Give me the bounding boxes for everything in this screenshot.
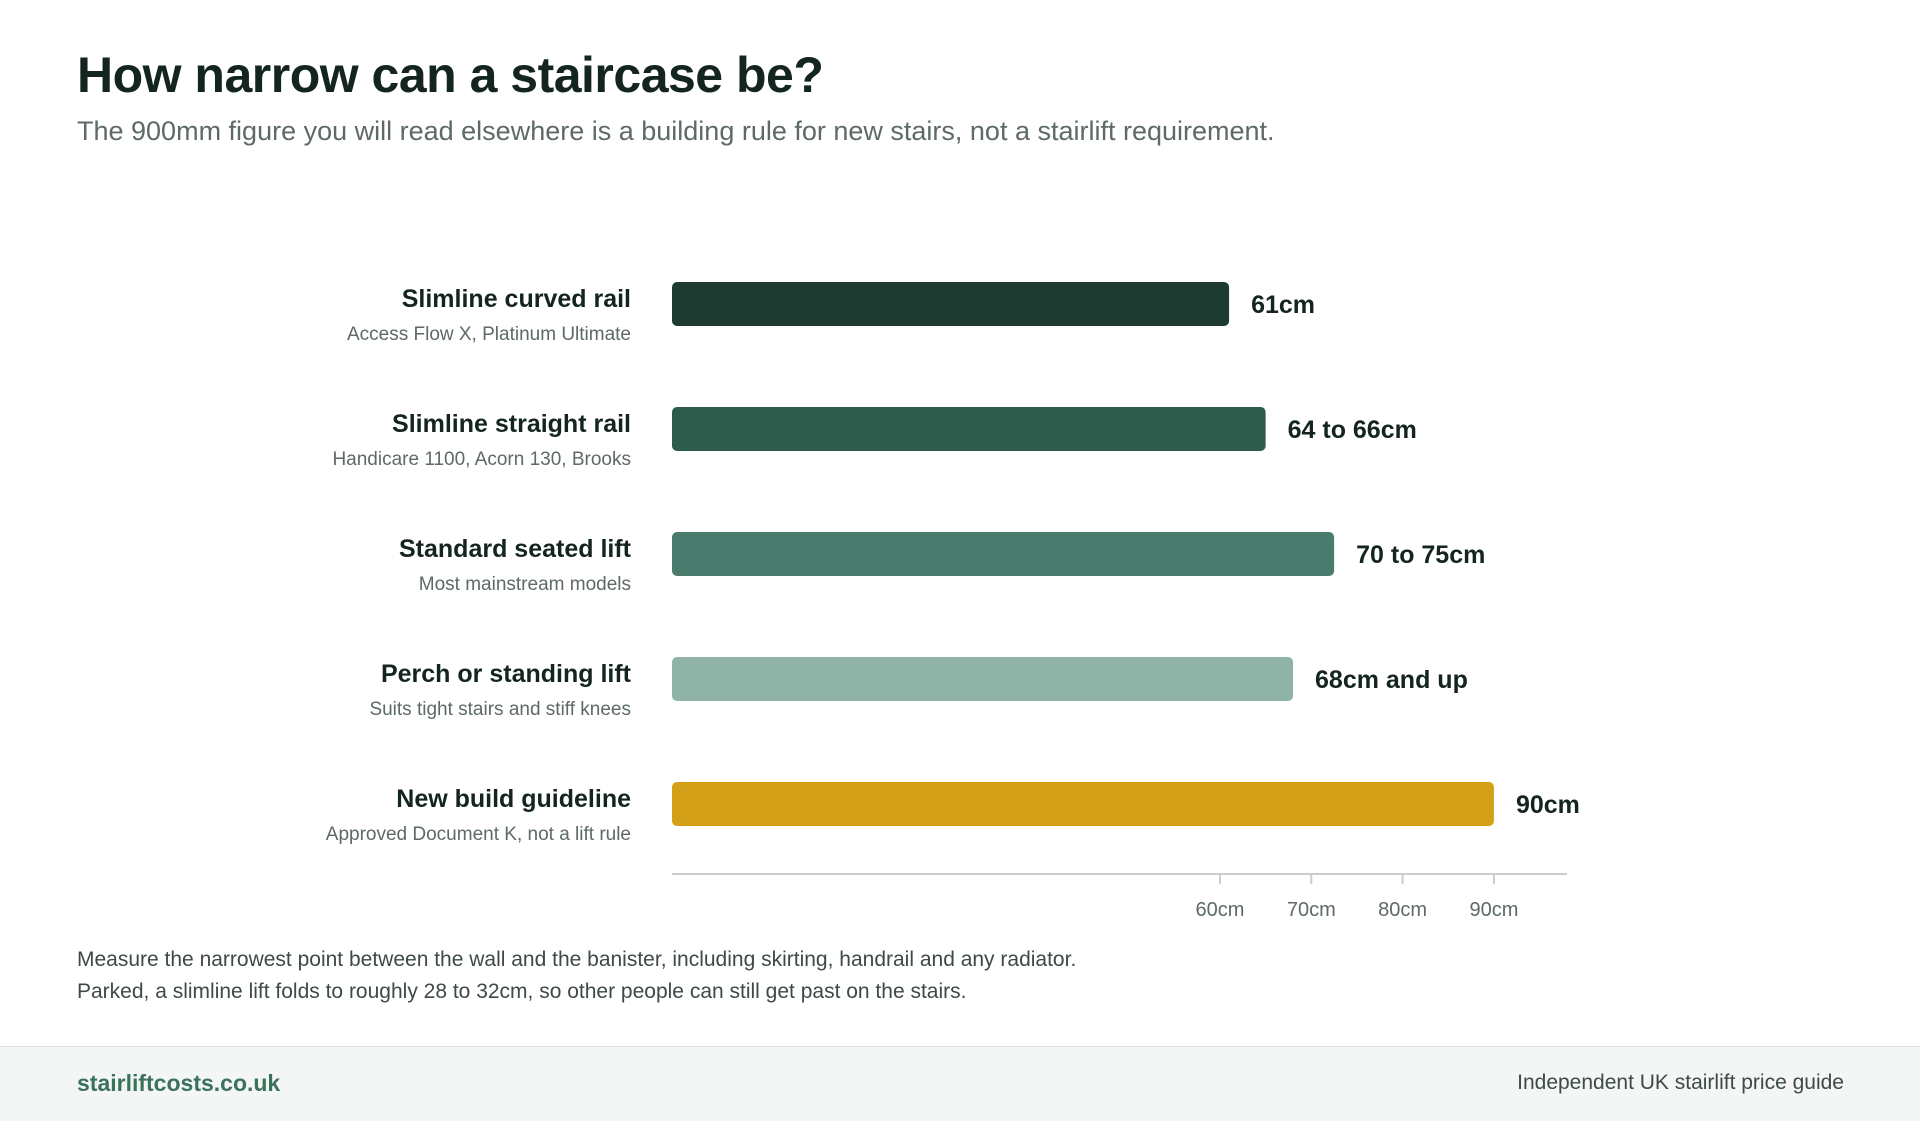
category-sublabel: Most mainstream models (419, 574, 631, 595)
category-sublabel: Handicare 1100, Acorn 130, Brooks (332, 449, 631, 470)
page-subtitle: The 900mm figure you will read elsewhere… (77, 116, 1275, 146)
category-label: Slimline curved rail (402, 285, 631, 313)
x-tick-label: 70cm (1287, 899, 1336, 921)
page-title: How narrow can a staircase be? (77, 47, 824, 103)
footer: stairliftcosts.co.uk Independent UK stai… (0, 1046, 1920, 1121)
note-measurement: Measure the narrowest point between the … (77, 948, 1077, 971)
category-sublabel: Approved Document K, not a lift rule (326, 824, 631, 845)
bar-chart: Slimline curved rail Access Flow X, Plati… (326, 282, 1580, 921)
bar-3 (672, 532, 1335, 576)
category-label: New build guideline (396, 785, 631, 813)
category-label: Perch or standing lift (381, 660, 632, 688)
footer-brand-link[interactable]: stairliftcosts.co.uk (77, 1070, 281, 1096)
bar-5 (672, 782, 1494, 826)
category-sublabel: Suits tight stairs and stiff knees (369, 699, 631, 720)
footer-tagline: Independent UK stairlift price guide (1517, 1071, 1844, 1094)
category-sublabel: Access Flow X, Platinum Ultimate (347, 324, 631, 345)
bar-1 (672, 282, 1230, 326)
chart-notes: Measure the narrowest point between the … (77, 944, 1076, 1008)
category-label: Standard seated lift (399, 535, 632, 563)
value-label: 70 to 75cm (1356, 541, 1485, 569)
value-label: 64 to 66cm (1288, 416, 1417, 444)
x-tick-label: 90cm (1469, 899, 1518, 921)
category-label: Slimline straight rail (392, 410, 631, 438)
bar-2 (672, 407, 1266, 451)
x-tick-label: 80cm (1378, 899, 1427, 921)
value-label: 61cm (1251, 291, 1315, 319)
note-parked-width: Parked, a slimline lift folds to roughly… (77, 980, 967, 1003)
bar-4 (672, 657, 1294, 701)
x-tick-label: 60cm (1196, 899, 1245, 921)
value-label: 90cm (1516, 791, 1580, 819)
value-label: 68cm and up (1315, 666, 1468, 694)
